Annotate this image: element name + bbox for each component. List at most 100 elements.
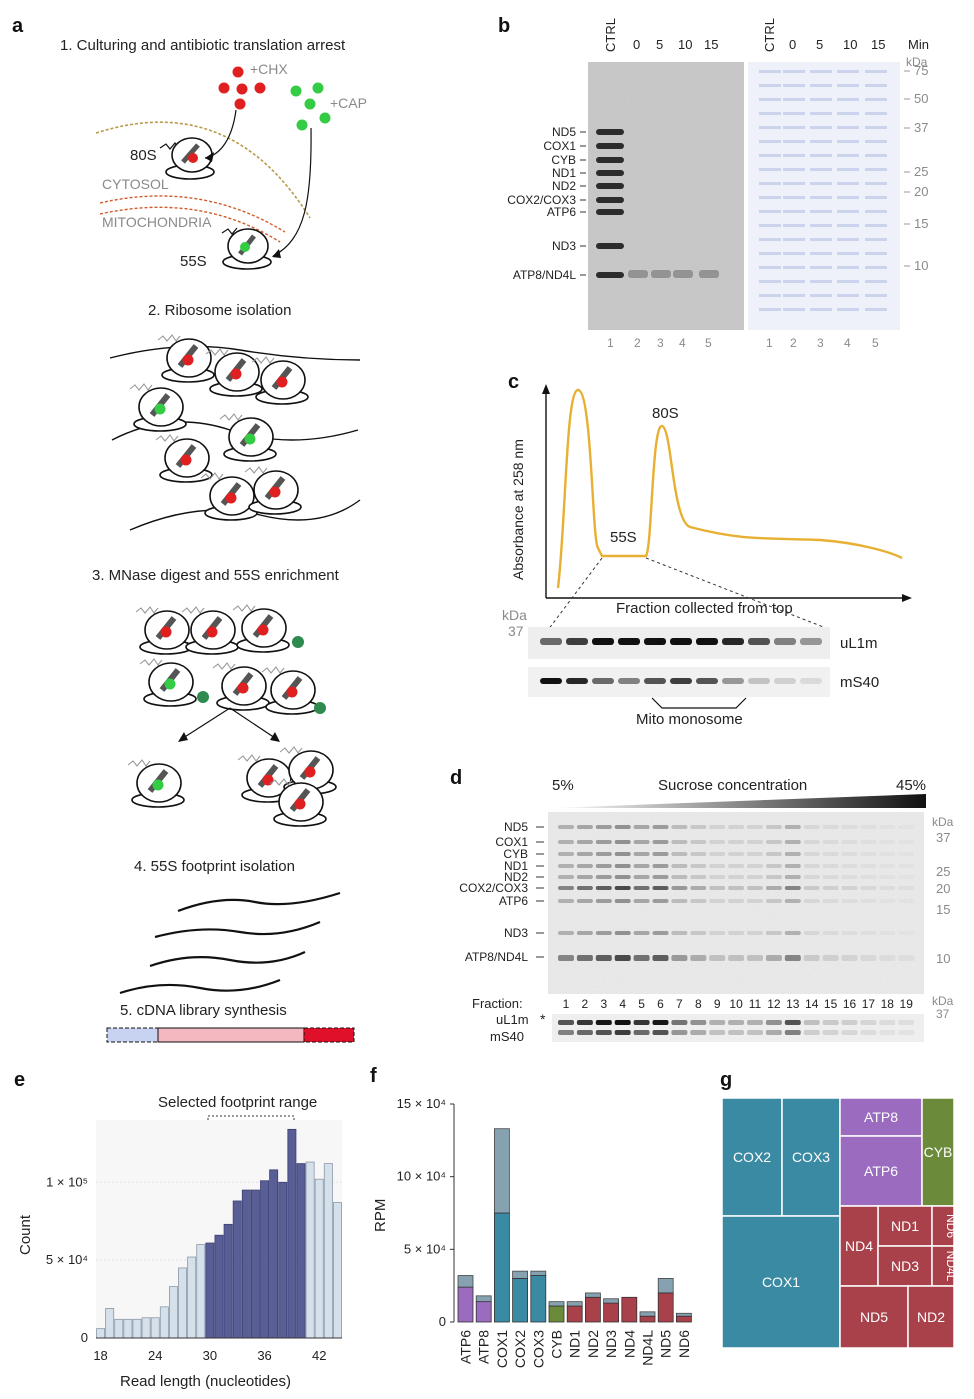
coomassie-band [810, 154, 832, 157]
fraction-label: Fraction: [472, 996, 523, 1011]
ctrl-band-ND2 [596, 183, 624, 189]
f-bar-top-ATP8 [475, 1295, 492, 1303]
d-band [558, 899, 574, 903]
d-band [860, 825, 877, 829]
header-min-10-0: 10 [678, 37, 692, 52]
zoom-line-right [645, 557, 827, 629]
d-band [822, 931, 839, 935]
f-xtick-COX3: COX3 [530, 1330, 546, 1368]
f-ytick-3: 15 × 10⁴ [397, 1096, 446, 1111]
d-band [614, 864, 631, 868]
coomassie-gel [748, 62, 900, 330]
d-band [860, 840, 877, 844]
lane-numbers: 1 2 3 4 5 1 2 3 4 5 [607, 336, 879, 350]
d-ul1m-band [576, 1020, 593, 1025]
chx-label: +CHX [250, 61, 288, 77]
coomassie-band [865, 126, 887, 129]
e-bar-38 [278, 1181, 288, 1339]
d-band [671, 825, 688, 829]
header-ctrl-0: CTRL [603, 18, 618, 52]
coomassie-band [783, 70, 805, 73]
d-blot1-label: uL1m [496, 1012, 529, 1027]
coomassie-band [759, 252, 781, 255]
d-band [879, 840, 895, 844]
panel-b: b CTRL 0 5 10 15 CTRL 0 5 10 15 Min kDa ND5COX1CY… [498, 15, 929, 350]
d-protein-label-ATP6: ATP6 [499, 894, 528, 908]
d-band [803, 852, 820, 856]
e-bar-35 [250, 1189, 260, 1339]
e-bar-28 [187, 1256, 197, 1339]
e-xtick-36: 36 [257, 1348, 271, 1363]
fraction-15: 15 [824, 997, 838, 1011]
coomassie-band [865, 168, 887, 171]
ms40-band-10 [774, 678, 796, 684]
ms40-band-6 [670, 678, 692, 684]
d-band [558, 852, 574, 856]
d-band [784, 852, 801, 856]
header-min-15-1: 15 [871, 37, 885, 52]
coomassie-band [759, 140, 781, 143]
lane-number-1-0: 1 [607, 336, 614, 350]
d-ul1m-band [652, 1020, 669, 1025]
coomassie-band [783, 84, 805, 87]
f-bar-top-ND4L [639, 1311, 656, 1317]
d-band [841, 840, 858, 844]
d-band [576, 886, 593, 890]
kda-20: 20 [914, 184, 928, 199]
read-length-histogram: 0 5 × 10⁴ 1 × 10⁵ 18 24 30 36 42 Read length (nu… [17, 1120, 342, 1390]
d-band [633, 852, 650, 856]
d-band [841, 955, 858, 961]
d-band [652, 931, 669, 935]
d-band [747, 875, 763, 879]
kda-25: 25 [914, 164, 928, 179]
coomassie-band [783, 252, 805, 255]
d-band [558, 875, 574, 879]
d-band [765, 955, 782, 961]
e-bar-36 [260, 1180, 270, 1339]
fraction-7: 7 [676, 997, 683, 1011]
treemap-label-COX2: COX2 [733, 1149, 771, 1165]
d-band [784, 955, 801, 961]
e-ytick-1: 5 × 10⁴ [46, 1252, 88, 1267]
f-xtick-ND1: ND1 [567, 1330, 583, 1358]
d-ms40-band [595, 1030, 612, 1035]
d-band [898, 931, 914, 935]
d-ms40-band [652, 1030, 669, 1035]
cap-label: +CAP [330, 95, 367, 111]
ribosome-2 [205, 348, 263, 397]
d-ul1m-band [860, 1020, 877, 1025]
f-ytick-0: 0 [439, 1314, 446, 1329]
coomassie-band [837, 84, 859, 87]
d-band [822, 852, 839, 856]
f-xtick-COX1: COX1 [494, 1330, 510, 1368]
e-bar-33 [232, 1200, 242, 1339]
autoradiograph-bands [596, 129, 719, 278]
d-band [747, 825, 763, 829]
d-protein-label-ND3: ND3 [504, 926, 528, 940]
d-band [614, 931, 631, 935]
coomassie-band [810, 168, 832, 171]
d-band [747, 886, 763, 890]
d-ms40-band [822, 1030, 839, 1035]
e-bar-34 [241, 1189, 251, 1339]
treemap-COX2 [721, 1097, 783, 1217]
mnase-2 [197, 691, 209, 703]
d-band [765, 931, 782, 935]
ribosome-cluster [109, 334, 361, 531]
d-band [652, 886, 669, 890]
d-ms40-band [841, 1030, 858, 1035]
coomassie-band [759, 98, 781, 101]
c-kda37: 37 [508, 623, 524, 639]
d-band [747, 840, 763, 844]
coomassie-band [810, 196, 832, 199]
d-band [709, 852, 726, 856]
d-band [558, 840, 574, 844]
ribosome-8 [244, 466, 302, 515]
coomassie-band [865, 196, 887, 199]
d-band [784, 864, 801, 868]
coomassie-band [759, 294, 781, 297]
e-bar-27 [178, 1267, 188, 1339]
ribosome-1 [157, 334, 215, 383]
f-bar-ND2 [585, 1296, 601, 1323]
lane-number-4-0: 4 [679, 336, 686, 350]
